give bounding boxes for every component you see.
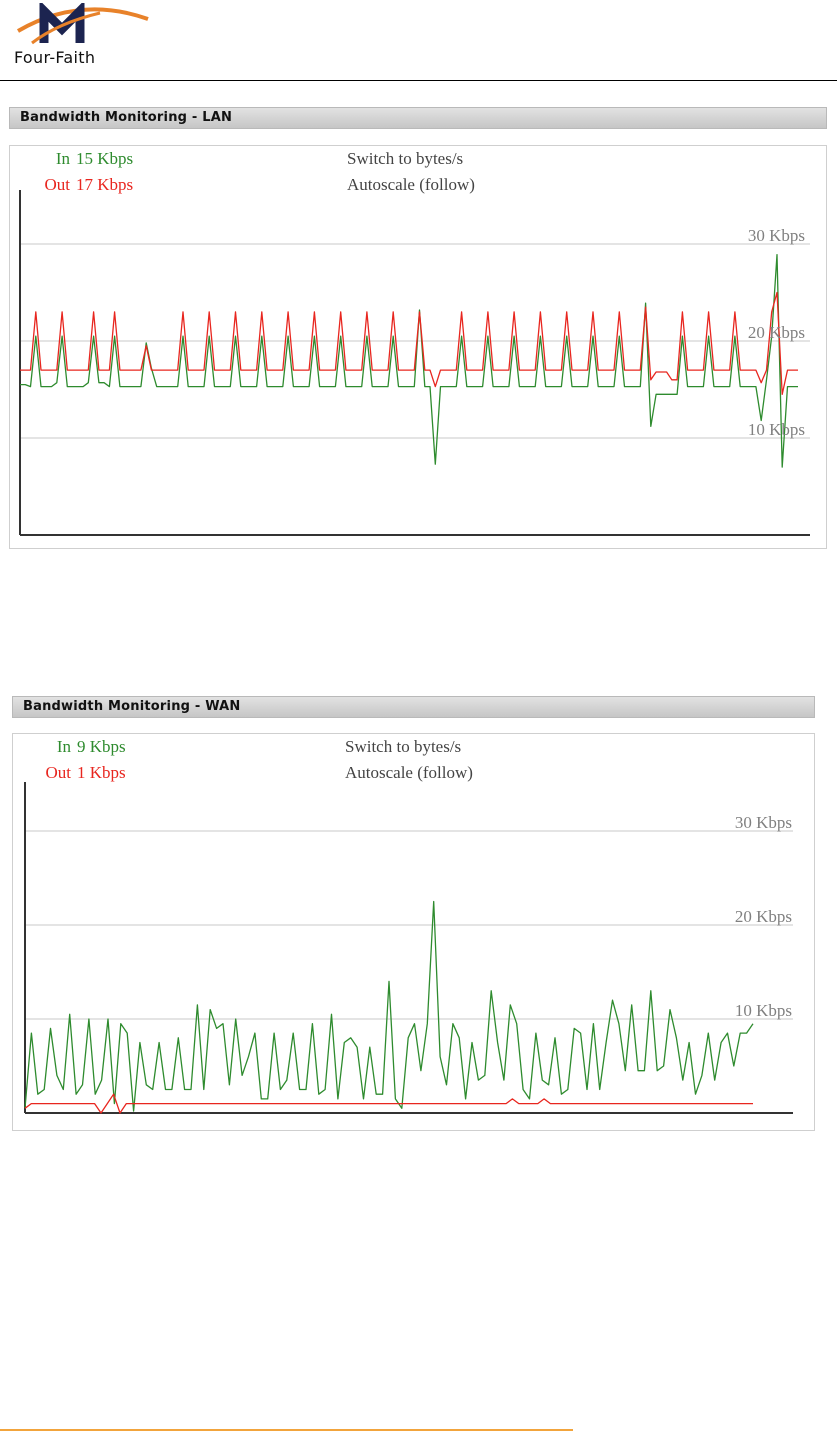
wan-legend-in-label: In <box>56 737 71 756</box>
wan-y-tick-label: 30 Kbps <box>735 813 792 832</box>
lan-switch-units-link[interactable]: Switch to bytes/s <box>347 149 464 168</box>
wan-panel-title: Bandwidth Monitoring - WAN <box>23 699 241 714</box>
wan-series-in-line <box>24 900 754 1112</box>
lan-panel-title: Bandwidth Monitoring - LAN <box>20 110 233 125</box>
lan-legend-out-label: Out <box>44 175 71 194</box>
wan-y-tick-label: 10 Kbps <box>735 1001 792 1020</box>
wan-legend-in-value: 9 Kbps <box>77 737 126 756</box>
wan-legend-out-value: 1 Kbps <box>77 763 126 782</box>
wan-panel-title-bar: Bandwidth Monitoring - WAN <box>12 696 815 718</box>
lan-y-tick-label: 10 Kbps <box>748 420 805 439</box>
brand-name: Four-Faith <box>14 48 96 67</box>
wan-bandwidth-chart: 30 Kbps 20 Kbps 10 Kbps <box>24 782 793 1114</box>
lan-graph: In 15 Kbps Out 17 Kbps Switch to bytes/s… <box>9 145 827 549</box>
lan-bandwidth-chart: 30 Kbps 20 Kbps 10 Kbps <box>19 190 810 536</box>
lan-panel-title-bar: Bandwidth Monitoring - LAN <box>9 107 827 129</box>
lan-y-tick-label: 30 Kbps <box>748 226 805 245</box>
lan-series-in-line <box>20 254 798 468</box>
wan-series-out-line <box>24 1093 753 1114</box>
lan-y-tick-label: 20 Kbps <box>748 323 805 342</box>
header-divider <box>0 80 837 81</box>
footer-divider <box>0 1429 573 1431</box>
four-faith-logo-icon <box>16 3 149 45</box>
wan-graph: In 9 Kbps Out 1 Kbps Switch to bytes/s A… <box>12 733 815 1131</box>
wan-legend-out-label: Out <box>45 763 72 782</box>
lan-legend-out-value: 17 Kbps <box>76 175 134 194</box>
lan-autoscale-link[interactable]: Autoscale (follow) <box>347 175 475 194</box>
wan-y-tick-label: 20 Kbps <box>735 907 792 926</box>
page-header: Four-Faith <box>0 0 837 82</box>
lan-legend-in-value: 15 Kbps <box>76 149 134 168</box>
wan-autoscale-link[interactable]: Autoscale (follow) <box>345 763 473 782</box>
lan-series-out-line <box>20 291 798 395</box>
wan-switch-units-link[interactable]: Switch to bytes/s <box>345 737 462 756</box>
lan-legend-in-label: In <box>55 149 70 168</box>
